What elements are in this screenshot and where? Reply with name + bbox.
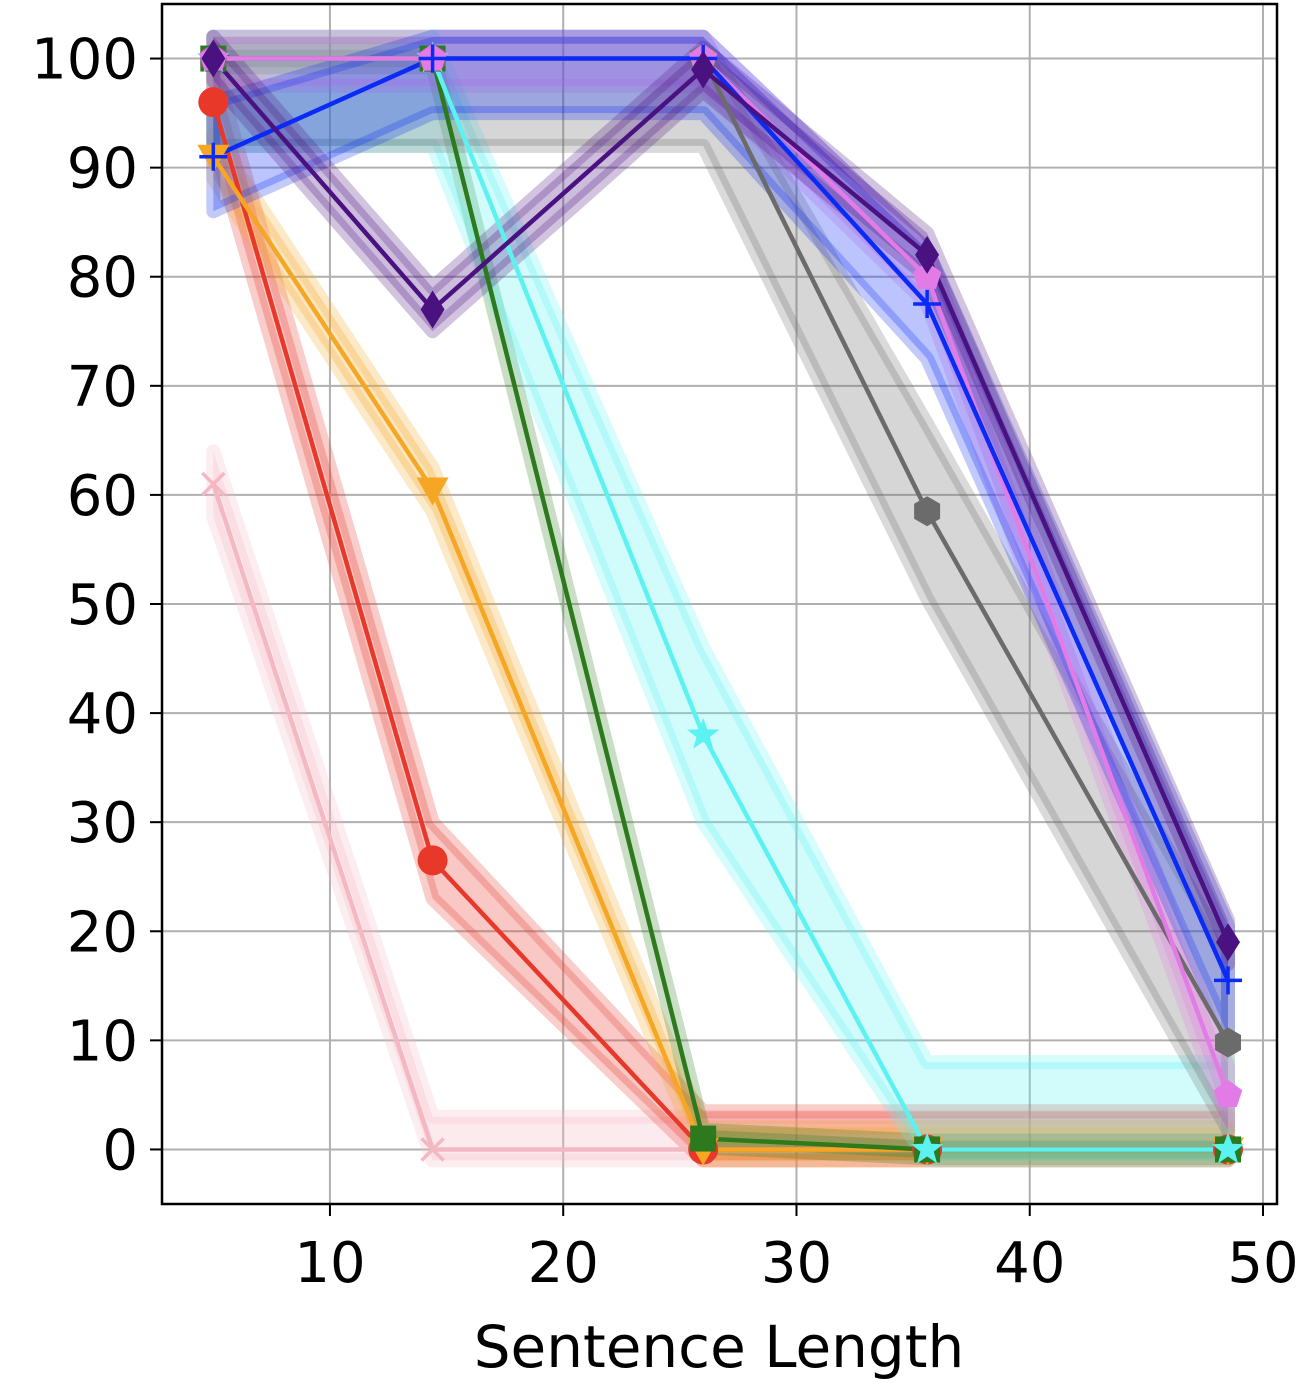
y-tick-label: 40 (67, 682, 138, 747)
plus-marker (199, 142, 228, 171)
y-tick-label: 80 (67, 246, 138, 311)
x-marker (420, 1137, 445, 1162)
y-tick-label: 0 (102, 1118, 138, 1183)
x-axis-ticks: 10 20 30 40 50 (294, 1204, 1299, 1296)
circle-marker (417, 845, 448, 876)
star-marker (687, 717, 720, 749)
x-tick-label: 40 (994, 1231, 1065, 1296)
hexagon-marker (1215, 1027, 1242, 1058)
x-marker (201, 471, 226, 497)
plus-marker (913, 290, 942, 318)
y-tick-label: 10 (67, 1009, 138, 1074)
plus-marker (418, 44, 447, 73)
x-tick-label: 30 (761, 1231, 832, 1296)
circle-marker (198, 87, 229, 118)
y-tick-label: 70 (67, 355, 138, 420)
diamond-marker (1216, 923, 1241, 962)
star-marker (910, 1132, 944, 1164)
y-tick-label: 90 (67, 137, 138, 202)
grid-lines (162, 4, 1277, 1204)
triangle-marker (416, 477, 449, 506)
y-tick-label: 30 (67, 791, 138, 856)
confidence-band (206, 29, 1236, 971)
confidence-band (206, 29, 1236, 1137)
y-tick-label: 100 (31, 28, 138, 93)
y-axis-ticks: 0 10 20 30 40 50 60 70 80 90 100 (31, 28, 162, 1183)
hexagon-marker (914, 496, 941, 527)
square-marker (690, 1125, 717, 1152)
series-markers (197, 39, 1245, 1166)
y-tick-label: 20 (67, 900, 138, 965)
pentagon-marker (912, 261, 942, 289)
x-tick-label: 50 (1227, 1231, 1298, 1296)
x-tick-label: 10 (294, 1231, 365, 1296)
diamond-marker (915, 235, 940, 274)
star-marker (1211, 1132, 1245, 1164)
diamond-marker (201, 39, 226, 78)
y-tick-label: 60 (67, 464, 138, 529)
diamond-marker (691, 50, 716, 89)
confidence-band (206, 29, 1236, 1130)
pentagon-marker (1213, 1079, 1243, 1108)
x-tick-label: 20 (528, 1231, 599, 1296)
y-tick-label: 50 (67, 573, 138, 638)
x-axis-title: Sentence Length (474, 1313, 965, 1381)
diamond-marker (420, 290, 445, 329)
plus-marker (1214, 966, 1243, 995)
